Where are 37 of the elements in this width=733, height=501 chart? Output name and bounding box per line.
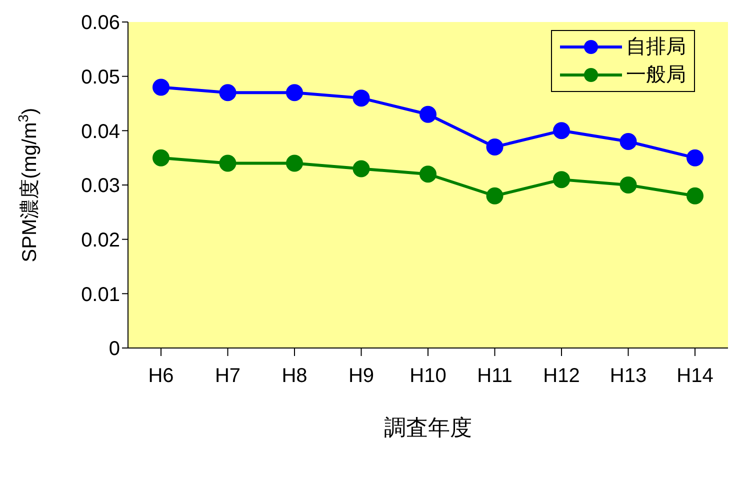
point	[620, 133, 637, 150]
point	[686, 149, 704, 166]
y-tick-label: 0	[108, 338, 120, 360]
x-axis-title: 調査年度	[384, 415, 472, 440]
x-tick-label: H13	[610, 365, 647, 388]
point	[219, 154, 236, 172]
point	[486, 138, 504, 156]
y-tick-label: 0.05	[81, 66, 120, 88]
x-tick-label: H9	[348, 365, 374, 388]
point	[352, 90, 370, 107]
point	[286, 84, 303, 102]
legend-label: 自排局	[626, 35, 686, 60]
point	[352, 160, 370, 178]
point	[620, 176, 637, 194]
x-tick-label: H10	[410, 365, 446, 388]
x-tick-label: H14	[676, 365, 714, 388]
y-tick-label: 0.04	[81, 120, 120, 143]
x-tick-label: H7	[214, 365, 241, 388]
point	[152, 78, 170, 96]
point	[686, 187, 704, 204]
point	[286, 154, 303, 172]
point	[420, 166, 436, 183]
y-tick-label: 0.02	[81, 229, 120, 252]
point	[553, 171, 570, 188]
point	[486, 187, 504, 204]
x-tick-label: H6	[148, 365, 174, 388]
y-tick-label: 0.01	[81, 284, 120, 306]
y-tick-label: 0.06	[81, 12, 120, 34]
point	[420, 106, 436, 123]
x-tick-label: H8	[282, 365, 308, 388]
legend-label: 一般局	[626, 63, 686, 88]
point	[553, 122, 570, 140]
point	[152, 149, 170, 166]
point	[219, 84, 236, 102]
x-tick-label: H12	[543, 365, 580, 388]
y-tick-label: 0.03	[81, 175, 120, 198]
x-tick-label: H11	[477, 365, 512, 388]
